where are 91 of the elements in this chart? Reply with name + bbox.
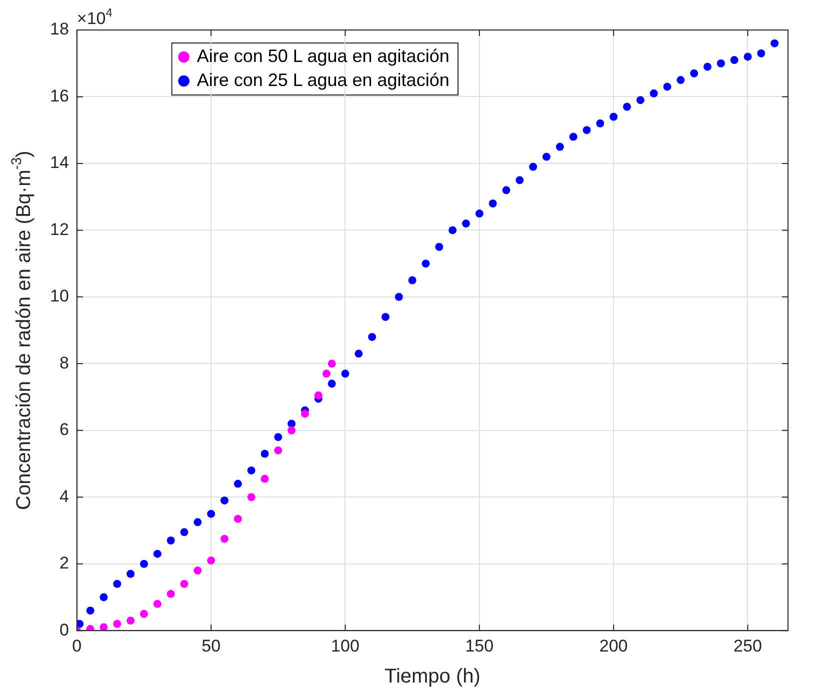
point [448, 226, 457, 234]
point [220, 496, 228, 504]
point [328, 380, 336, 388]
y-tick-label: 2 [59, 554, 69, 573]
point [100, 593, 108, 602]
point [610, 112, 618, 121]
point [663, 82, 672, 91]
point [180, 580, 188, 588]
point [86, 624, 94, 631]
point [247, 466, 256, 474]
point [676, 76, 685, 84]
y-tick-label: 4 [59, 486, 69, 506]
point [582, 126, 591, 134]
y-tick-label: 6 [59, 420, 69, 440]
point [314, 391, 322, 400]
point [744, 52, 752, 61]
y-tick-label: 18 [50, 20, 69, 39]
point [113, 580, 122, 588]
point [556, 142, 564, 151]
point [354, 350, 363, 358]
legend-label: Aire con 25 L agua en agitación [196, 70, 450, 90]
point [166, 590, 175, 598]
point [220, 534, 228, 543]
point [76, 620, 84, 628]
y-axis-title: Concentración de radón en aire (Bq·m-3) [8, 150, 35, 510]
point [100, 623, 108, 631]
x-tick-label: 0 [72, 636, 82, 656]
point [636, 96, 644, 104]
point [288, 420, 296, 428]
x-tick-label: 100 [331, 636, 360, 656]
point [166, 536, 175, 545]
point [381, 312, 390, 321]
point [153, 600, 162, 608]
point [475, 210, 484, 218]
y-tick-label: 8 [59, 353, 69, 372]
point [488, 200, 497, 208]
point [408, 276, 416, 284]
point [757, 49, 766, 58]
point [341, 370, 350, 378]
point [260, 450, 269, 458]
point [650, 89, 658, 98]
point [274, 446, 282, 454]
point [247, 493, 256, 502]
point [394, 292, 403, 301]
point [569, 132, 578, 141]
point [126, 616, 135, 625]
point [153, 550, 162, 558]
point [623, 102, 631, 111]
point [180, 528, 188, 536]
point [207, 556, 216, 565]
point [596, 119, 604, 128]
x-tick-label: 250 [734, 636, 762, 656]
point [462, 220, 470, 228]
y-tick-label: 10 [50, 286, 69, 306]
x-tick-label: 150 [465, 636, 494, 656]
point [140, 560, 148, 568]
point [328, 360, 336, 368]
point [140, 610, 148, 618]
y-tick-label: 14 [50, 153, 69, 172]
point [502, 186, 510, 194]
y-tick-label: 12 [50, 220, 69, 239]
point [207, 510, 216, 518]
point [274, 433, 282, 442]
point [542, 152, 550, 161]
point [194, 566, 202, 575]
point [529, 162, 538, 171]
y-tick-label: 0 [59, 620, 69, 640]
legend-label: Aire con 50 L agua en agitación [196, 46, 450, 66]
point [260, 474, 269, 483]
x-tick-label: 50 [202, 636, 221, 656]
point [368, 332, 376, 341]
point [422, 260, 430, 268]
point [704, 62, 712, 71]
point [234, 480, 242, 488]
point [716, 59, 725, 68]
point [194, 518, 202, 526]
x-axis-title: Tiempo (h) [384, 666, 480, 688]
point [126, 570, 135, 578]
point [300, 410, 309, 418]
point [288, 426, 296, 434]
point [234, 514, 242, 523]
point [435, 242, 444, 251]
point [730, 56, 738, 64]
point [86, 606, 94, 615]
x-tick-label: 200 [599, 636, 628, 656]
point [322, 370, 330, 378]
point [770, 39, 779, 48]
point [113, 620, 122, 628]
y-tick-label: 16 [50, 86, 69, 106]
point [690, 69, 698, 78]
point [516, 176, 524, 184]
